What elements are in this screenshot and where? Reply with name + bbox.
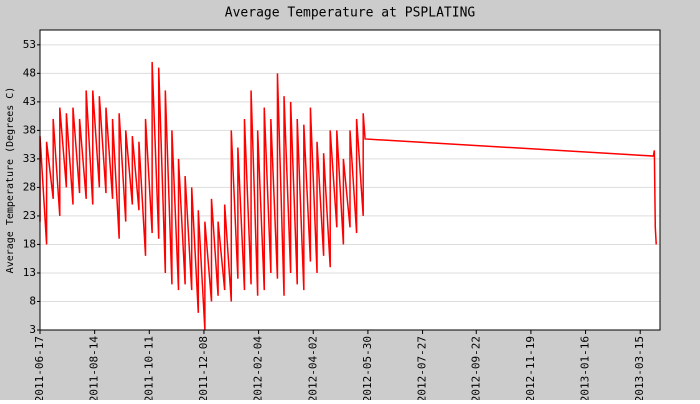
y-tick-label: 38 [23,123,36,136]
y-tick-label: 18 [23,237,36,250]
x-tick-label: 2013-03-15 [633,336,646,400]
y-tick-label: 23 [23,209,36,222]
x-tick-label: 2012-09-22 [469,336,482,400]
chart-title: Average Temperature at PSPLATING [225,6,476,21]
x-tick-label: 2012-11-19 [524,336,537,400]
y-tick-label: 8 [29,294,36,307]
x-tick-label: 2011-08-14 [88,336,101,400]
x-tick-label: 2011-10-11 [142,336,155,400]
x-tick-label: 2011-06-17 [33,336,46,400]
y-tick-label: 53 [23,38,36,51]
y-tick-label: 3 [29,323,36,336]
data-line [39,61,657,331]
y-axis-label: Average Temperature (Degrees C) [5,87,16,274]
plot-border [39,29,661,331]
y-tick-label: 13 [23,266,36,279]
y-tick-label: 28 [23,180,36,193]
y-tick-label: 48 [23,66,36,79]
x-tick-label: 2011-12-08 [197,336,210,400]
y-tick-label: 33 [23,152,36,165]
x-tick-label: 2013-01-16 [579,336,592,400]
x-tick-label: 2012-05-30 [361,336,374,400]
x-tick-label: 2012-04-02 [306,336,319,400]
x-tick-label: 2012-02-04 [252,336,265,400]
x-tick-label: 2012-07-27 [416,336,429,400]
y-tick-label: 43 [23,95,36,108]
